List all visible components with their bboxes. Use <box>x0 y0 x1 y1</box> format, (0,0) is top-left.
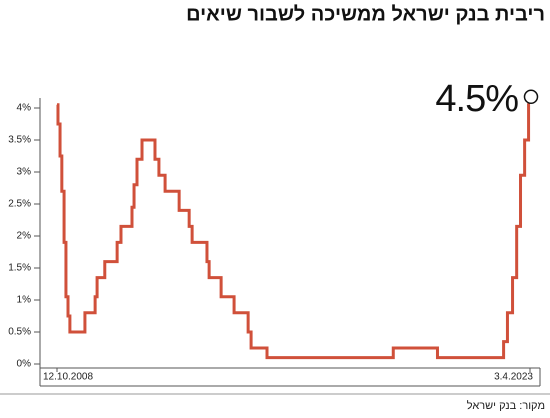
annotation: 4.5% <box>435 78 518 120</box>
x-tick-label: 12.10.2008 <box>43 372 93 383</box>
line <box>56 103 531 360</box>
y-tick-label: 2.5% <box>8 199 31 210</box>
y-tick-label: 0.5% <box>8 327 31 338</box>
chart-title: ריבית בנק ישראל ממשיכה לשבור שיאים <box>186 3 545 25</box>
y-tick-label: 1% <box>17 295 32 306</box>
y-tick-label: 1.5% <box>8 263 31 274</box>
y-tick-label: 4% <box>17 103 32 114</box>
y-tick-label: 2% <box>17 231 32 242</box>
y-tick-label: 0% <box>17 359 32 370</box>
y-tick-label: 3% <box>17 167 32 178</box>
end-marker <box>523 89 539 105</box>
source: מקור: בנק ישראל <box>467 399 545 412</box>
x-tick-label: 3.4.2023 <box>494 372 533 383</box>
y-tick-label: 3.5% <box>8 135 31 146</box>
